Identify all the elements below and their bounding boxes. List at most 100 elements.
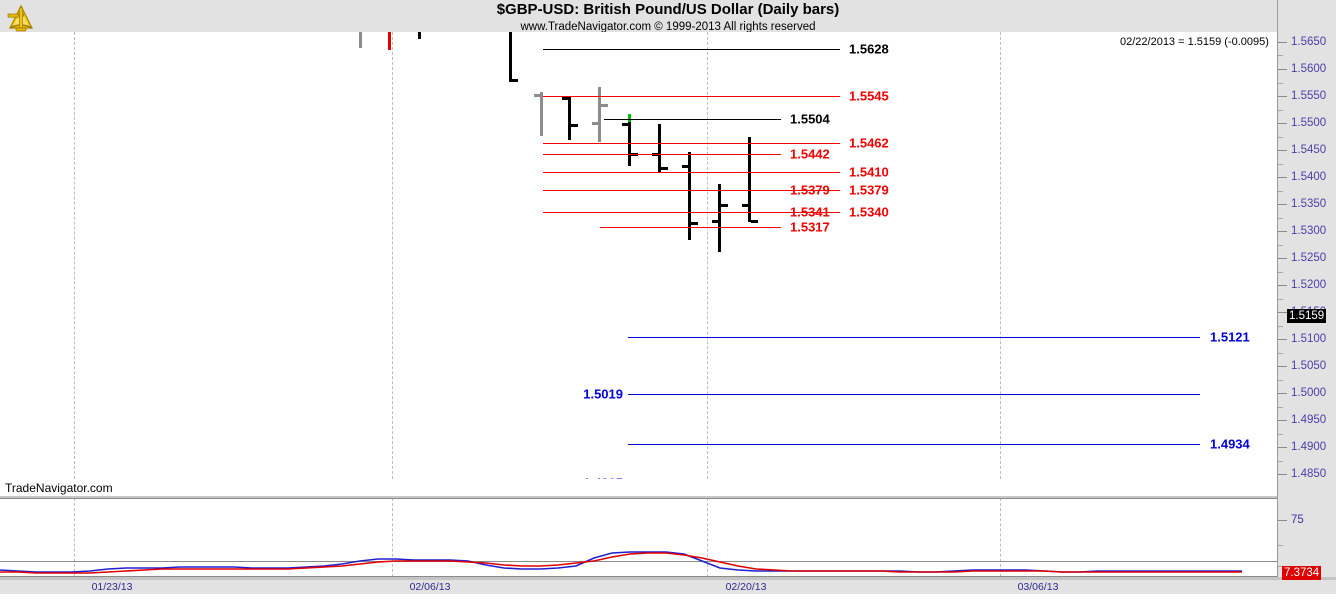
axis-tick-minor	[1278, 83, 1283, 84]
axis-tick-minor	[1278, 299, 1283, 300]
pane-separator	[0, 496, 1277, 498]
date-label: 03/06/13	[1017, 581, 1059, 593]
support-line	[628, 444, 1200, 445]
date-axis[interactable]: 01/23/13 02/06/13 02/20/13 03/06/13	[0, 580, 1336, 594]
ohlc-bar	[509, 32, 512, 82]
axis-tick	[1278, 150, 1287, 151]
level-label: 1.5410	[849, 164, 889, 180]
axis-tick-minor	[1278, 272, 1283, 273]
axis-label: 1.5000	[1291, 387, 1327, 399]
axis-label: 1.5400	[1291, 171, 1327, 183]
axis-label: 1.5200	[1291, 279, 1327, 291]
level-label: 1.5504	[790, 111, 830, 127]
axis-tick	[1278, 96, 1287, 97]
indicator-axis-tick-minor	[1278, 545, 1283, 546]
resistance-line	[543, 172, 840, 173]
date-label: 02/20/13	[725, 581, 767, 593]
indicator-axis-tick	[1278, 520, 1287, 521]
level-label: 1.5379	[790, 182, 830, 198]
axis-tick	[1278, 177, 1287, 178]
axis-label: 1.5500	[1291, 117, 1327, 129]
axis-tick	[1278, 420, 1287, 421]
axis-tick-minor	[1278, 110, 1283, 111]
date-label: 01/23/13	[91, 581, 133, 593]
axis-label: 1.4950	[1291, 414, 1327, 426]
level-label: 1.5462	[849, 135, 889, 151]
level-label: 1.5341	[790, 204, 830, 220]
ohlc-open-tick	[592, 122, 598, 125]
header-band	[0, 0, 1336, 32]
axis-tick-minor	[1278, 353, 1283, 354]
ohlc-bar	[388, 32, 391, 50]
axis-label: 1.5250	[1291, 252, 1327, 264]
resistance-line	[604, 119, 781, 120]
ohlc-bar	[568, 96, 571, 140]
resistance-line	[543, 96, 840, 97]
axis-tick-minor	[1278, 137, 1283, 138]
vertical-gridline	[392, 32, 393, 479]
vertical-gridline	[74, 32, 75, 479]
ohlc-bar	[748, 137, 751, 222]
level-label: 1.4865	[583, 476, 623, 480]
resistance-line	[600, 227, 781, 228]
ohlc-bar	[688, 152, 691, 240]
axis-tick	[1278, 393, 1287, 394]
level-label: 1.5379	[849, 182, 889, 198]
axis-label: 1.4900	[1291, 441, 1327, 453]
axis-tick-minor	[1278, 55, 1283, 56]
resistance-line	[543, 190, 840, 191]
ohlc-close-tick	[661, 167, 668, 170]
vertical-gridline	[707, 498, 708, 577]
ohlc-open-tick	[622, 123, 628, 126]
page-title: $GBP-USD: British Pound/US Dollar (Daily…	[496, 1, 840, 18]
axis-tick-minor	[1278, 380, 1283, 381]
axis-tick	[1278, 312, 1287, 313]
current-price-marker: 1.5159	[1287, 309, 1327, 323]
price-axis[interactable]: 1.5650 1.5600 1.5550 1.5500 1.5450 1.540…	[1277, 0, 1336, 580]
axis-tick-minor	[1278, 434, 1283, 435]
ohlc-open-tick	[682, 165, 688, 168]
indicator-value-marker: 7.3734	[1282, 566, 1322, 580]
axis-tick	[1278, 123, 1287, 124]
ohlc-close-tick	[601, 104, 608, 107]
indicator-axis-label: 75	[1291, 514, 1304, 526]
vertical-gridline	[1000, 498, 1001, 577]
level-label: 1.5628	[849, 41, 889, 57]
ohlc-bar	[598, 87, 601, 142]
sextant-logo-icon	[4, 3, 38, 33]
price-pane: 1.5628 1.5545 1.5504 1.5462 1.5442 1.541…	[0, 32, 1277, 479]
quote-readout: 02/22/2013 = 1.5159 (-0.0095)	[1120, 36, 1269, 48]
date-label: 02/06/13	[409, 581, 451, 593]
resistance-line	[543, 154, 781, 155]
axis-label: 1.5300	[1291, 225, 1327, 237]
axis-tick-minor	[1278, 326, 1283, 327]
support-line	[628, 337, 1200, 338]
vertical-gridline	[74, 498, 75, 577]
axis-tick	[1278, 42, 1287, 43]
support-line	[628, 394, 1200, 395]
axis-tick	[1278, 366, 1287, 367]
vertical-gridline	[707, 32, 708, 479]
indicator-gridline	[0, 498, 1277, 499]
bottom-separator	[0, 577, 1336, 580]
ohlc-close-tick	[691, 222, 698, 225]
indicator-axis-tick-minor	[1278, 566, 1283, 567]
ohlc-close-tick	[512, 79, 518, 82]
axis-tick-minor	[1278, 461, 1283, 462]
resistance-line	[543, 143, 840, 144]
level-label: 1.5442	[790, 146, 830, 162]
axis-tick	[1278, 285, 1287, 286]
indicator-pane	[0, 498, 1277, 577]
indicator-gridline	[0, 561, 1277, 562]
axis-tick	[1278, 447, 1287, 448]
axis-tick-minor	[1278, 245, 1283, 246]
axis-tick	[1278, 339, 1287, 340]
level-label: 1.5121	[1210, 329, 1250, 345]
axis-tick-minor	[1278, 191, 1283, 192]
ohlc-close-tick	[571, 124, 578, 127]
ohlc-close-tick	[721, 204, 728, 207]
axis-tick	[1278, 231, 1287, 232]
vertical-gridline	[1000, 32, 1001, 479]
level-label: 1.4934	[1210, 436, 1250, 452]
